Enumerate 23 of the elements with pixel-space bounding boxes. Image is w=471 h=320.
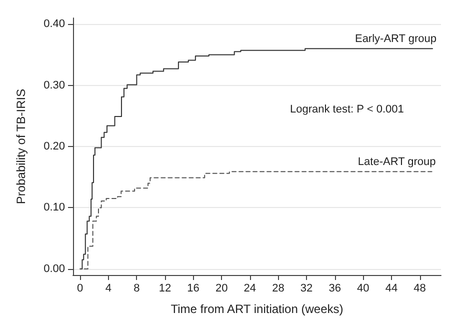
x-tick-label: 40 — [357, 282, 370, 294]
x-tick-label: 32 — [300, 282, 313, 294]
x-tick-label: 16 — [187, 282, 200, 294]
x-tick-label: 48 — [414, 282, 426, 294]
x-axis-title: Time from ART initiation (weeks) — [170, 302, 344, 316]
annotation: Logrank test: P < 0.001 — [290, 104, 404, 116]
y-tick-label: 0.30 — [44, 79, 65, 92]
y-tick-label: 0.00 — [44, 262, 65, 275]
y-tick-label: 0.10 — [44, 202, 65, 214]
x-tick-label: 24 — [244, 282, 256, 294]
x-tick-label: 28 — [272, 282, 284, 294]
series-label: Late-ART group — [358, 156, 436, 168]
x-tick-label: 20 — [215, 282, 228, 294]
x-tick-label: 44 — [385, 282, 398, 294]
y-tick-label: 0.40 — [44, 18, 65, 30]
series-label: Early-ART group — [354, 33, 437, 46]
x-tick-label: 12 — [158, 282, 172, 294]
x-tick-label: 36 — [328, 282, 341, 294]
y-axis-title: Probability of TB-IRIS — [14, 88, 28, 204]
y-tick-label: 0.20 — [44, 140, 65, 152]
x-tick-label: 4 — [105, 282, 112, 294]
x-tick-label: 0 — [77, 282, 84, 294]
x-tick-label: 8 — [134, 282, 140, 294]
